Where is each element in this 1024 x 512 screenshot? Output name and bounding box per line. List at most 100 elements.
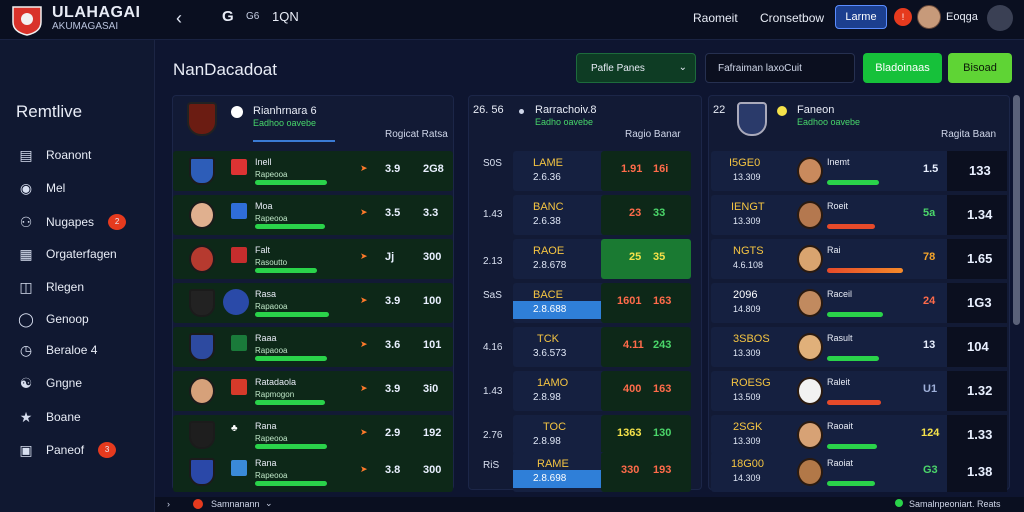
scrollbar[interactable]: [1013, 95, 1020, 325]
table-row[interactable]: RAME 2.8.698 330 193: [513, 452, 691, 492]
sidebar-item-7[interactable]: ◷ Beraloe 4: [18, 339, 148, 361]
footer-dot-icon: [193, 499, 203, 509]
table-row[interactable]: 18G00 14.309 Raoiat G3 1.38: [711, 452, 1007, 492]
arrow-icon: ➤: [360, 163, 368, 173]
row-name: 3SBOS: [733, 333, 770, 345]
table-row[interactable]: Moa Rapeooa ➤ 3.5 3.3: [173, 195, 453, 235]
row-name: 1AMO: [537, 377, 569, 389]
row-value-1: 3.9: [385, 295, 401, 307]
table-row[interactable]: 2096 14.809 Raceil 24 1G3: [711, 283, 1007, 323]
team-crest-icon: [737, 102, 767, 136]
table-row[interactable]: 2SGK 13.309 Raoait 124 1.33: [711, 415, 1007, 455]
sidebar-item-3[interactable]: ⚇ Nugapes 2: [18, 211, 148, 233]
table-row[interactable]: Ratadaola Rapmogon ➤ 3.9 3i0: [173, 371, 453, 411]
table-row[interactable]: Rana Rapeooa ➤ 3.8 300: [173, 452, 453, 492]
row-bar: [827, 180, 879, 185]
table-row[interactable]: BACE 2.8.688 1601 163: [513, 283, 691, 323]
table-row[interactable]: Inell Rapeooa ➤ 3.9 2G8: [173, 151, 453, 191]
filter-select[interactable]: Pafle Panes ⌄: [576, 53, 696, 83]
row-name: 2096: [733, 289, 758, 301]
row-left-label: SaS: [483, 290, 502, 301]
g-link[interactable]: G: [222, 8, 234, 25]
sidebar-item-label: Gngne: [46, 376, 83, 390]
sidebar-item-2[interactable]: ◉ Mel: [18, 177, 148, 199]
row-value-1: 1.91: [621, 163, 643, 175]
nav-link-1[interactable]: Raomeit: [693, 11, 738, 25]
player-avatar: [189, 201, 215, 229]
table-row[interactable]: 3SBOS 13.309 Rasult 13 104: [711, 327, 1007, 367]
footer-right: Samalnpeoniart. Reats: [909, 499, 1001, 509]
table-row[interactable]: ♣ Rana Rapeooa ➤ 2.9 192: [173, 415, 453, 455]
primary-button[interactable]: Bladoinaas: [863, 53, 942, 83]
table-row[interactable]: IENGT 13.309 Roeit 5a 1.34: [711, 195, 1007, 235]
row-bar: [255, 400, 325, 405]
chevron-down-icon[interactable]: ⌄: [265, 498, 273, 508]
sidebar-item-4[interactable]: ▦ Orgaterfagen: [18, 243, 148, 265]
arrow-icon: ➤: [360, 295, 368, 305]
row-value-1: 330: [621, 464, 640, 476]
sidebar-item-9[interactable]: ★ Boane: [18, 406, 148, 428]
sidebar-item-8[interactable]: ☯ Gngne: [18, 372, 148, 394]
sidebar-item-10[interactable]: ▣ Paneof 3: [18, 439, 148, 461]
row-sub: 3.6.573: [533, 348, 567, 359]
row-value-2: 101: [423, 339, 442, 351]
row-bar: [827, 481, 875, 486]
table-row[interactable]: Falt Rasoutto ➤ Jj 300: [173, 239, 453, 279]
row-left-label: 1.43: [483, 386, 503, 397]
table-row[interactable]: 1AMO 2.8.98 400 163: [513, 371, 691, 411]
row-name: LAME: [533, 157, 563, 169]
chevron-down-icon: ⌄: [678, 62, 687, 73]
player-avatar: [797, 377, 823, 405]
profile-button[interactable]: [987, 5, 1013, 31]
back-button[interactable]: ‹: [176, 8, 182, 29]
sidebar-item-5[interactable]: ◫ Rlegen: [18, 276, 148, 298]
user-name[interactable]: Eoqga: [946, 11, 978, 23]
row-value-1: 2.9: [385, 427, 401, 439]
row-label: Rai: [827, 245, 841, 255]
grid-icon: ▦: [19, 246, 33, 262]
globe-icon: ◯: [18, 311, 34, 327]
sidebar-item-1[interactable]: ▤ Roanont: [18, 144, 148, 166]
avatar[interactable]: [917, 5, 941, 29]
row-name: Moa: [255, 201, 273, 211]
row-value-1: 124: [921, 427, 940, 439]
footer-left[interactable]: Samnanann: [211, 499, 260, 509]
row-sub: Rapeooa: [255, 170, 288, 179]
notification-badge[interactable]: !: [894, 8, 912, 26]
row-bar: [827, 224, 875, 229]
users-icon: ⚇: [19, 214, 33, 230]
secondary-button[interactable]: Bisoad: [948, 53, 1012, 83]
table-row[interactable]: TOC 2.8.98 1363 130: [513, 415, 691, 455]
row-value-1: 3.9: [385, 163, 401, 175]
row-name: Raaa: [255, 333, 277, 343]
table-row[interactable]: RAOE 2.8.678 25 35: [513, 239, 691, 279]
search-input[interactable]: Fafraiman laxoCuit: [705, 53, 855, 83]
table-row[interactable]: Rasa Rapaooa ➤ 3.9 100: [173, 283, 453, 323]
table-row[interactable]: LAME 2.6.36 1.91 16i: [513, 151, 691, 191]
brand-title: ULAHAGAI: [52, 4, 141, 21]
row-name: Falt: [255, 245, 271, 255]
player-avatar: [797, 289, 823, 317]
row-sub: Rasoutto: [255, 258, 288, 267]
table-row[interactable]: BANC 2.6.38 23 33: [513, 195, 691, 235]
table-row[interactable]: I5GE0 13.309 Inemt 1.5 133: [711, 151, 1007, 191]
share-icon: ★: [19, 409, 33, 425]
sidebar-badge: 2: [108, 214, 127, 230]
top-button[interactable]: Larme: [835, 5, 887, 29]
table-row[interactable]: NGTS 4.6.108 Rai 78 1.65: [711, 239, 1007, 279]
table-row[interactable]: TCK 3.6.573 4.11 243: [513, 327, 691, 367]
nav-link-2[interactable]: Cronsetbow: [760, 11, 825, 25]
sidebar-item-6[interactable]: ◯ Genoop: [18, 308, 148, 330]
row-value-2: 1G3: [967, 295, 992, 310]
top-bar: ULAHAGAI AKUMAGASAI ‹ G G6 1QN Raomeit C…: [0, 0, 1024, 40]
row-bar: [255, 224, 325, 229]
row-value-1: 1.5: [923, 163, 939, 175]
row-value-2: 2G8: [423, 163, 444, 175]
row-sub: 13.309: [733, 348, 761, 358]
table-row[interactable]: Raaa Rapaooa ➤ 3.6 101: [173, 327, 453, 367]
table-row[interactable]: ROESG 13.509 Raleit U1 1.32: [711, 371, 1007, 411]
row-sub: Rapeooa: [255, 434, 288, 443]
panel-subtitle: Eadhoo oavebe: [797, 117, 861, 127]
row-bar: [255, 481, 327, 486]
player-avatar: [189, 377, 215, 405]
